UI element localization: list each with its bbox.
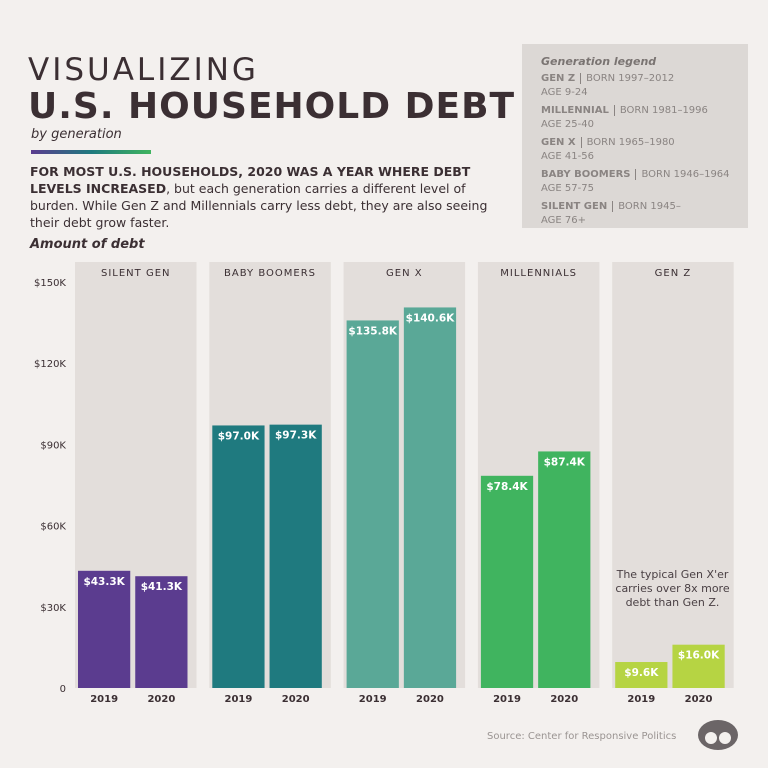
y-tick-label: $30K	[40, 603, 66, 614]
y-axis-label: Amount of debt	[30, 237, 145, 252]
legend-name: GEN X	[541, 137, 576, 148]
legend-born: BORN 1997–2012	[580, 73, 675, 84]
legend-age: AGE 76+	[541, 215, 587, 226]
logo	[698, 720, 738, 750]
bar	[78, 570, 131, 688]
group-label: SILENT GEN	[101, 268, 171, 279]
x-tick-label: 2020	[282, 694, 310, 705]
y-tick-label: $150K	[34, 278, 66, 289]
value-label: $87.4K	[544, 456, 586, 468]
bar	[672, 644, 725, 688]
value-label: $97.0K	[218, 430, 260, 442]
accent-line	[31, 150, 151, 154]
value-label: $135.8K	[348, 325, 398, 337]
intro-bold: FOR MOST U.S. HOUSEHOLDS, 2020 WAS A YEA…	[30, 164, 471, 196]
x-tick-label: 2019	[225, 694, 253, 705]
intro: FOR MOST U.S. HOUSEHOLDS, 2020 WAS A YEA…	[30, 163, 500, 231]
legend-item: MILLENNIAL BORN 1981–1996 AGE 25-40	[541, 104, 708, 132]
x-tick-label: 2020	[685, 694, 713, 705]
x-tick-label: 2020	[550, 694, 578, 705]
value-label: $78.4K	[486, 481, 528, 493]
legend-born: BORN 1965–1980	[580, 137, 675, 148]
value-label: $9.6K	[624, 667, 659, 679]
annotation: The typical Gen X'er carries over 8x mor…	[615, 568, 730, 609]
x-tick-label: 2019	[627, 694, 655, 705]
bar	[403, 307, 457, 688]
group-label: BABY BOOMERS	[224, 268, 316, 279]
y-tick-label: 0	[60, 684, 66, 695]
bar	[269, 424, 322, 688]
value-label: $43.3K	[83, 576, 125, 588]
value-label: $16.0K	[678, 650, 720, 662]
legend-age: AGE 41-56	[541, 151, 594, 162]
legend-age: AGE 9-24	[541, 87, 588, 98]
bar	[212, 425, 265, 688]
legend-item: SILENT GEN BORN 1945– AGE 76+	[541, 200, 681, 228]
group-label: MILLENNIALS	[500, 268, 577, 279]
legend-item: GEN X BORN 1965–1980 AGE 41-56	[541, 136, 675, 164]
bar	[538, 451, 591, 688]
bar	[346, 320, 399, 688]
bar	[135, 576, 188, 688]
value-label: $140.6K	[406, 312, 456, 324]
panel	[612, 262, 734, 688]
x-tick-label: 2019	[493, 694, 521, 705]
bar	[615, 662, 668, 688]
x-tick-label: 2019	[359, 694, 387, 705]
legend-name: SILENT GEN	[541, 201, 608, 212]
legend-item: BABY BOOMERS BORN 1946–1964 AGE 57-75	[541, 168, 730, 196]
x-tick-label: 2019	[90, 694, 118, 705]
value-label: $97.3K	[275, 430, 317, 442]
source: Source: Center for Responsive Politics	[487, 731, 677, 742]
legend-name: BABY BOOMERS	[541, 169, 631, 180]
legend: Generation legend GEN Z BORN 1997–2012 AGE…	[522, 44, 748, 228]
x-tick-label: 2020	[416, 694, 444, 705]
legend-born: BORN 1945–	[612, 201, 681, 212]
legend-born: BORN 1946–1964	[635, 169, 730, 180]
y-tick-label: $90K	[40, 440, 66, 451]
title-top: VISUALIZING	[28, 52, 259, 88]
y-tick-label: $120K	[34, 359, 66, 370]
legend-age: AGE 57-75	[541, 183, 594, 194]
group-label: GEN Z	[655, 268, 692, 279]
legend-title: Generation legend	[541, 55, 657, 68]
title: U.S. HOUSEHOLD DEBT	[28, 86, 516, 127]
value-label: $41.3K	[141, 581, 183, 593]
y-tick-label: $60K	[40, 522, 66, 533]
intro-text: , but each generation carries a differen…	[30, 181, 488, 230]
subtitle: by generation	[31, 127, 122, 142]
legend-name: MILLENNIAL	[541, 105, 609, 116]
legend-born: BORN 1981–1996	[613, 105, 708, 116]
bar	[480, 475, 534, 688]
legend-item: GEN Z BORN 1997–2012 AGE 9-24	[541, 72, 675, 100]
legend-name: GEN Z	[541, 73, 576, 84]
legend-age: AGE 25-40	[541, 119, 594, 130]
x-tick-label: 2020	[147, 694, 175, 705]
group-label: GEN X	[386, 268, 423, 279]
